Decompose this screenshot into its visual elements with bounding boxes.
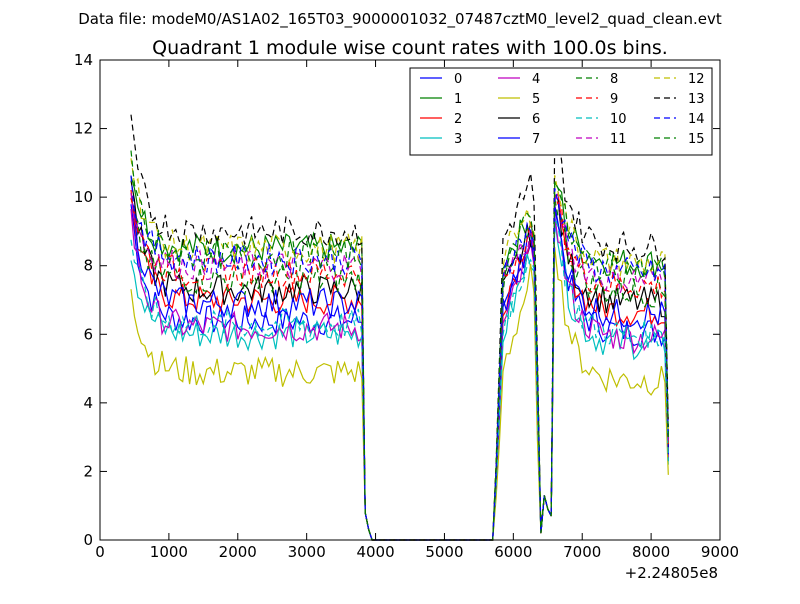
series-line-9 <box>130 194 669 541</box>
x-tick-label: 3000 <box>288 543 326 561</box>
x-tick-label: 8000 <box>632 543 670 561</box>
x-offset-label: +2.24805e8 <box>625 564 718 582</box>
legend-label-7: 7 <box>532 132 540 147</box>
series-line-12 <box>130 158 669 541</box>
plot-frame <box>99 59 721 541</box>
legend-label-8: 8 <box>610 72 618 87</box>
legend-box <box>409 67 713 156</box>
y-tick-label: 4 <box>83 394 93 412</box>
legend-label-15: 15 <box>688 132 705 147</box>
series-line-15 <box>130 150 669 541</box>
x-tick-label: 9000 <box>701 543 739 561</box>
series-line-5 <box>130 246 669 541</box>
x-tick-label: 4000 <box>356 543 394 561</box>
x-tick-label: 5000 <box>425 543 463 561</box>
series-line-7 <box>130 197 669 541</box>
legend-label-2: 2 <box>454 112 462 127</box>
x-tick-label: 6000 <box>494 543 532 561</box>
x-tick-label: 1000 <box>150 543 188 561</box>
legend-label-6: 6 <box>532 112 540 127</box>
series-line-8 <box>130 197 669 541</box>
y-tick-label: 14 <box>74 51 93 69</box>
series-layer <box>130 114 669 541</box>
series-line-6 <box>130 180 669 541</box>
x-tick-label: 7000 <box>563 543 601 561</box>
legend-label-9: 9 <box>610 92 618 107</box>
y-tick-label: 6 <box>83 325 93 343</box>
chart-title: Quadrant 1 module wise count rates with … <box>152 37 668 59</box>
series-line-13 <box>130 114 669 541</box>
series-line-2 <box>130 189 669 541</box>
legend-label-5: 5 <box>532 92 540 107</box>
x-tick-label: 2000 <box>219 543 257 561</box>
x-axis: 0 1000 2000 3000 4000 5000 6000 7000 8000 9000 <box>95 60 739 561</box>
series-line-1 <box>130 176 669 541</box>
series-line-14 <box>130 175 669 541</box>
series-line-10 <box>130 217 669 541</box>
legend-label-4: 4 <box>532 72 540 87</box>
series-line-11 <box>130 190 669 541</box>
x-tick-label: 0 <box>95 543 105 561</box>
y-tick-label: 12 <box>74 120 93 138</box>
legend-label-14: 14 <box>688 112 705 127</box>
y-tick-label: 8 <box>83 257 93 275</box>
y-tick-label: 0 <box>83 531 93 549</box>
legend-label-0: 0 <box>454 72 462 87</box>
legend-label-12: 12 <box>688 72 705 87</box>
legend-label-10: 10 <box>610 112 627 127</box>
legend-label-11: 11 <box>610 132 627 147</box>
legend-label-13: 13 <box>688 92 705 107</box>
figure-suptitle: Data file: modeM0/AS1A02_165T03_90000010… <box>78 10 722 29</box>
y-tick-label: 2 <box>83 462 93 480</box>
legend-label-1: 1 <box>454 92 462 107</box>
y-tick-label: 10 <box>74 188 93 206</box>
legend-label-3: 3 <box>454 132 462 147</box>
